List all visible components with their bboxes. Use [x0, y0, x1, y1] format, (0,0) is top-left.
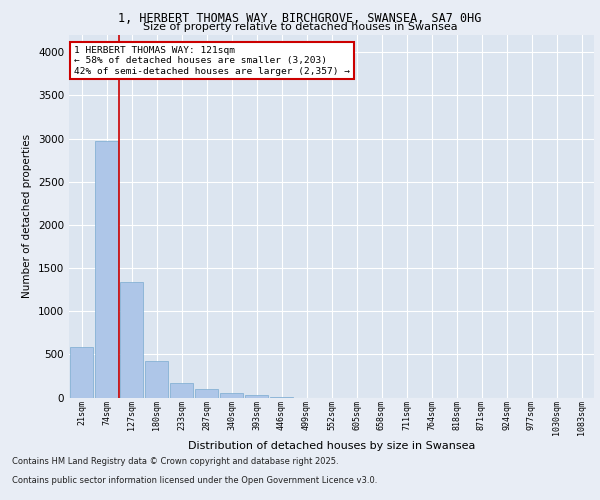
Bar — [70, 348, 93, 398]
Bar — [120, 282, 143, 398]
Text: Size of property relative to detached houses in Swansea: Size of property relative to detached ho… — [143, 22, 457, 32]
Y-axis label: Number of detached properties: Number of detached properties — [22, 134, 32, 298]
Bar — [245, 395, 268, 398]
Text: 1, HERBERT THOMAS WAY, BIRCHGROVE, SWANSEA, SA7 0HG: 1, HERBERT THOMAS WAY, BIRCHGROVE, SWANS… — [118, 12, 482, 26]
Bar — [95, 141, 118, 398]
X-axis label: Distribution of detached houses by size in Swansea: Distribution of detached houses by size … — [188, 441, 475, 451]
Text: Contains HM Land Registry data © Crown copyright and database right 2025.: Contains HM Land Registry data © Crown c… — [12, 458, 338, 466]
Text: 1 HERBERT THOMAS WAY: 121sqm
← 58% of detached houses are smaller (3,203)
42% of: 1 HERBERT THOMAS WAY: 121sqm ← 58% of de… — [74, 46, 350, 76]
Text: Contains public sector information licensed under the Open Government Licence v3: Contains public sector information licen… — [12, 476, 377, 485]
Bar — [220, 393, 243, 398]
Bar — [145, 361, 168, 398]
Bar — [170, 383, 193, 398]
Bar — [195, 390, 218, 398]
